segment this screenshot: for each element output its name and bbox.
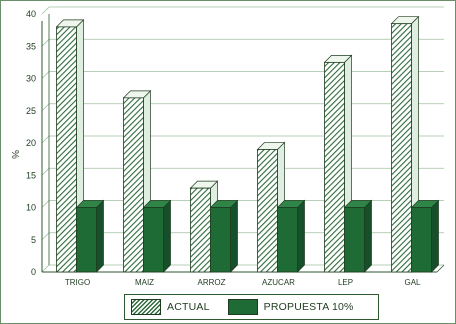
bar-side (96, 199, 104, 273)
x-tick-label: ARROZ (198, 278, 226, 287)
bar-side (297, 199, 305, 273)
y-tick-label: 25 (26, 106, 36, 116)
gridline-depth (41, 6, 50, 15)
bar-side (364, 199, 372, 273)
legend-label-propuesta: PROPUESTA 10% (263, 301, 354, 313)
y-tick-label: 30 (26, 74, 36, 84)
bar-side (163, 199, 171, 273)
legend-swatch-propuesta (227, 299, 258, 315)
y-tick-label: 15 (26, 170, 36, 180)
bar-propuesta (76, 207, 97, 273)
x-tick-label: LEP (338, 278, 353, 287)
bar-actual (56, 26, 77, 273)
bar-actual (123, 97, 144, 273)
x-tick-label: GAL (404, 278, 421, 287)
bar-propuesta (277, 207, 298, 273)
bar-actual (391, 23, 412, 273)
y-tick-label: 20 (26, 138, 36, 148)
legend-item-propuesta: PROPUESTA 10% (227, 299, 354, 315)
gridline-depth (41, 38, 50, 47)
y-tick-label: 35 (26, 41, 36, 51)
y-tick-label: 0 (31, 267, 36, 277)
bar-propuesta (210, 207, 231, 273)
x-axis-depth-line (436, 264, 445, 273)
bar-actual (257, 149, 278, 273)
bar-actual (324, 61, 345, 273)
bar-side (230, 199, 238, 273)
y-tick-label: 10 (26, 203, 36, 213)
axes (41, 14, 445, 273)
labels: 0 5 10 15 20 25 30 35 40 TRIGO MAIZ ARROZ AZUCAR LEP G… (26, 9, 421, 287)
legend-swatch-actual (131, 299, 161, 315)
legend-item-actual: ACTUAL (131, 299, 210, 315)
x-tick-label: AZUCAR (262, 278, 295, 287)
gridline-depth (41, 71, 50, 79)
bar-propuesta (344, 207, 365, 273)
bars (55, 15, 440, 273)
bar-actual (190, 187, 211, 273)
chart-legend: ACTUAL PROPUESTA 10% (124, 294, 379, 320)
gridline-depth (41, 167, 50, 176)
gridline-depth (41, 232, 50, 241)
bar-side (431, 199, 439, 273)
gridline-depth (41, 135, 50, 144)
y-tick-label: 5 (31, 235, 36, 245)
bar-propuesta (411, 207, 432, 273)
y-axis-label: % (9, 150, 20, 159)
legend-label-actual: ACTUAL (167, 301, 210, 313)
gridline-depth (41, 200, 50, 208)
gridlines (41, 6, 444, 273)
x-tick-label: MAIZ (135, 278, 154, 287)
gridline-depth (41, 264, 50, 273)
y-tick-label: 40 (26, 9, 36, 19)
bar-propuesta (143, 207, 164, 273)
x-tick-label: TRIGO (65, 278, 90, 287)
gridline-depth (41, 103, 50, 112)
